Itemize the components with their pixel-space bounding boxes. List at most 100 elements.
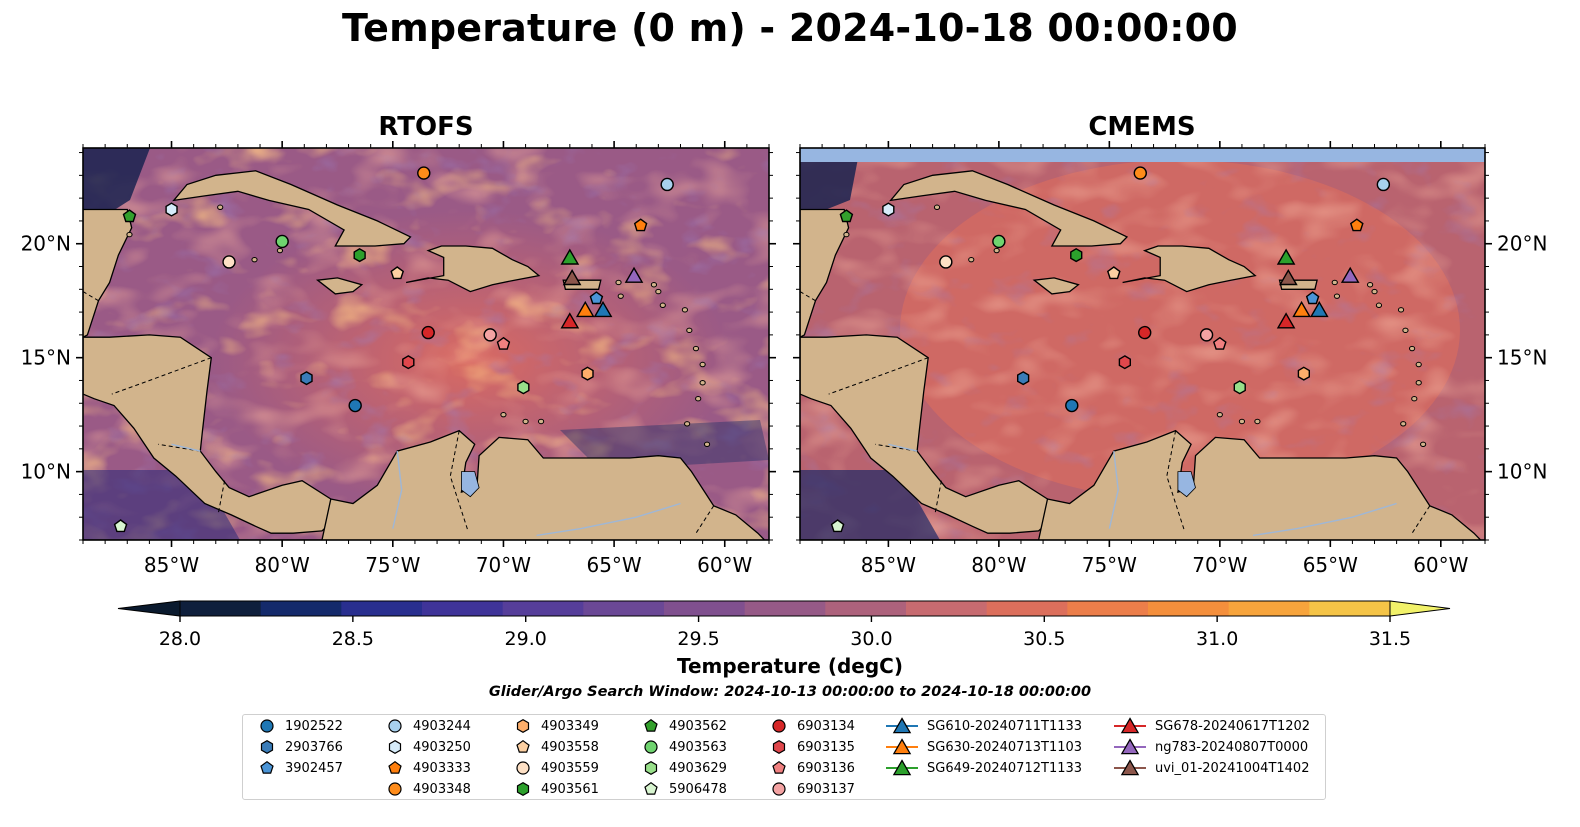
platform-marker-SG678-20240617T1202 xyxy=(560,312,580,329)
legend-label: 3902457 xyxy=(285,760,343,776)
small-island xyxy=(655,288,662,295)
small-island xyxy=(993,247,1000,254)
platform-marker-3902457 xyxy=(589,291,604,305)
land-cuba xyxy=(889,170,1129,247)
legend-marker xyxy=(260,740,274,754)
legend-label: SG630-20240713T1103 xyxy=(927,739,1083,755)
lat-tick-label: 10°N xyxy=(21,460,71,484)
legend-label: 4903562 xyxy=(669,718,727,734)
platform-marker-4903558 xyxy=(390,266,405,280)
platform-marker-6903136 xyxy=(496,336,511,350)
small-island xyxy=(1371,288,1378,295)
platform-marker-ng783-20240807T0000 xyxy=(624,266,644,283)
colorbar-label: Temperature (degC) xyxy=(677,654,903,678)
legend-label: 2903766 xyxy=(285,739,343,755)
map-panel-cmems xyxy=(799,147,1486,541)
small-island xyxy=(1415,380,1422,386)
small-island xyxy=(1216,411,1223,418)
platform-marker-5906478 xyxy=(830,519,845,533)
land-rtofs xyxy=(83,170,766,540)
legend-marker xyxy=(388,740,402,754)
legend-marker-shape xyxy=(388,782,402,796)
small-island xyxy=(1366,282,1374,288)
lon-tick-label: 75°W xyxy=(365,553,420,577)
colorbar-tick-label: 29.0 xyxy=(505,628,547,650)
platform-marker-4903348 xyxy=(417,166,431,180)
colorbar-tick-label: 30.5 xyxy=(1023,628,1065,650)
legend-item: 6903136 xyxy=(769,758,855,778)
platform-marker-4903333 xyxy=(1349,218,1364,232)
legend-marker-shape xyxy=(388,760,402,774)
platform-marker-uvi_01-20241004T1402 xyxy=(1278,269,1298,286)
platform-marker-4903561 xyxy=(1070,247,1083,263)
legend-label: uvi_01-20241004T1402 xyxy=(1155,760,1310,776)
river-line xyxy=(1252,502,1397,537)
legend-item: 4903561 xyxy=(513,779,599,799)
legend-marker-shape xyxy=(892,759,912,776)
border-line xyxy=(934,480,942,515)
panel-title-rtofs: RTOFS xyxy=(378,112,474,142)
legend-marker-shape xyxy=(644,781,658,795)
legend-marker xyxy=(772,740,786,754)
map-axes: 85°W 80°W 75°W 70°W 65°W 60°W 10°N 15°N 20°N 85°W… xyxy=(21,141,1547,577)
legend-item: 6903135 xyxy=(769,737,855,757)
legend-marker xyxy=(1114,738,1146,755)
platform-marker-4903250 xyxy=(882,202,895,217)
legend-item: SG610-20240711T1133 xyxy=(885,716,1082,736)
river-line xyxy=(1108,451,1119,529)
border-line xyxy=(1166,430,1185,532)
platform-marker-2903766 xyxy=(300,371,313,386)
platform-marker-2903766 xyxy=(1017,371,1030,386)
platform-marker-4903349 xyxy=(581,366,594,381)
platform-marker-4903559 xyxy=(939,255,953,269)
small-island xyxy=(537,418,545,425)
platform-marker-4903333 xyxy=(633,218,648,232)
platform-marker-4903250 xyxy=(165,202,178,217)
legend-marker-shape xyxy=(644,740,658,754)
legend-marker xyxy=(516,761,530,775)
legend-marker xyxy=(772,782,786,796)
small-island xyxy=(617,293,624,299)
platform-marker-4903562 xyxy=(839,209,854,223)
platform-marker-6903137 xyxy=(1199,328,1214,342)
platform-marker-4903561 xyxy=(353,247,366,263)
legend-marker-shape xyxy=(892,738,912,755)
legend-marker-shape xyxy=(388,719,402,733)
platform-markers xyxy=(113,166,1391,533)
legend-item: 4903562 xyxy=(641,716,727,736)
lat-tick-label: 20°N xyxy=(1497,232,1547,256)
land-jamaica xyxy=(315,277,364,295)
platform-marker-6903136 xyxy=(1212,336,1227,350)
lake-maracaibo xyxy=(1177,471,1196,498)
legend-marker xyxy=(644,740,658,754)
platform-marker-SG610-20240711T1133 xyxy=(1309,300,1329,318)
border-line xyxy=(83,291,99,302)
legend-label: 6903134 xyxy=(797,718,855,734)
river-line xyxy=(392,451,403,529)
colorbar-segment xyxy=(422,601,504,616)
colorbar-segment xyxy=(180,601,262,616)
legend-item: 1902522 xyxy=(257,716,343,736)
legend-marker xyxy=(260,719,274,733)
platform-marker-1902522 xyxy=(348,398,362,413)
platform-marker-4903559 xyxy=(222,255,236,269)
border-line xyxy=(695,505,715,534)
legend-label: 5906478 xyxy=(669,781,727,797)
legend-item: uvi_01-20241004T1402 xyxy=(1113,758,1309,778)
legend-item: SG649-20240712T1133 xyxy=(885,758,1082,778)
legend-marker xyxy=(260,760,274,774)
legend-marker-shape xyxy=(516,719,530,733)
legend-marker xyxy=(886,738,918,755)
platform-marker-ng783-20240807T0000 xyxy=(1340,266,1360,283)
small-island xyxy=(692,345,700,352)
lake-maracaibo xyxy=(461,471,480,498)
platform-marker-4903244 xyxy=(660,177,674,192)
legend-marker-shape xyxy=(772,782,786,796)
colorbar-segment xyxy=(1067,601,1149,616)
legend-marker xyxy=(1114,717,1146,734)
colorbar-segment xyxy=(906,601,988,616)
legend-item: SG630-20240713T1103 xyxy=(885,737,1082,757)
legend-label: 4903563 xyxy=(669,739,727,755)
border-line xyxy=(217,480,226,515)
lat-tick-label: 15°N xyxy=(1497,346,1547,370)
